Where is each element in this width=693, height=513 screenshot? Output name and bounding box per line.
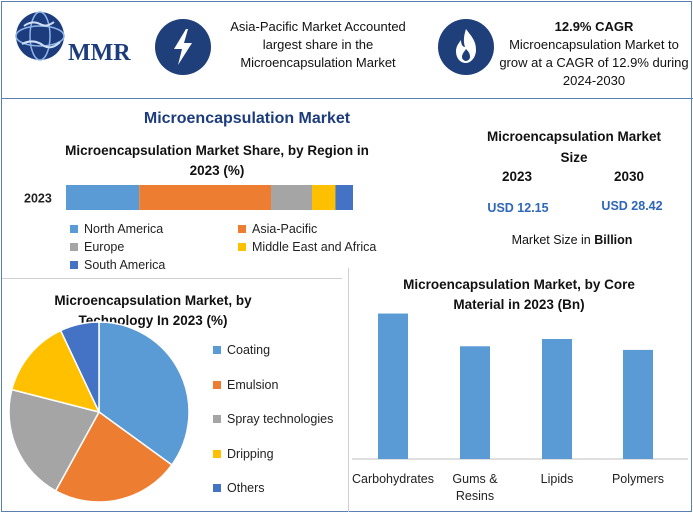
region-bar-middle-east-and-africa — [312, 185, 336, 210]
section-divider-vertical — [348, 268, 349, 512]
legend-swatch — [213, 484, 221, 492]
market-size-year-2030: 2030 — [613, 169, 645, 184]
core-material-bar-chart: Carbohydrates Gums & Resins Lipids Polymers — [352, 313, 688, 503]
core-tick-label: Carbohydrates — [352, 472, 434, 486]
market-size-note: Market Size in Billion — [472, 233, 672, 247]
lightning-icon — [155, 19, 211, 75]
market-size-note-unit: Billion — [594, 233, 633, 247]
header-divider — [2, 98, 693, 99]
core-tick-label: Gums & — [452, 472, 498, 486]
pie-slice-others — [59, 321, 100, 413]
region-legend-europe: Europe — [70, 240, 124, 254]
legend-swatch — [238, 243, 246, 251]
market-size-year-2023: 2023 — [501, 169, 533, 184]
legend-swatch — [70, 225, 78, 233]
region-category-label: 2023 — [24, 192, 52, 206]
technology-legend-spray-technologies: Spray technologies — [213, 412, 333, 426]
region-bar-south-america — [335, 185, 353, 210]
core-material-chart-title: Microencapsulation Market, by Core Mater… — [403, 277, 635, 312]
section-divider-left — [2, 278, 342, 279]
core-tick-label: Resins — [456, 489, 494, 503]
technology-legend-coating: Coating — [213, 343, 270, 357]
core-tick-label: Polymers — [612, 472, 664, 486]
legend-label: Emulsion — [227, 377, 279, 392]
region-bar-north-america — [66, 185, 140, 210]
pie-slice-emulsion — [54, 410, 173, 503]
legend-swatch — [213, 449, 221, 458]
pie-slice-spray-technologies — [8, 388, 101, 492]
globe-icon — [15, 11, 65, 61]
technology-legend-dripping: Dripping — [213, 447, 274, 461]
legend-label: Dripping — [227, 446, 274, 461]
pie-slice-dripping — [10, 329, 101, 414]
legend-swatch — [70, 243, 78, 251]
cagr-text: Microencapsulation Market to grow at a C… — [499, 37, 689, 88]
core-bar-carbohydrates — [378, 313, 408, 459]
legend-label: Asia-Pacific — [252, 222, 318, 236]
market-size-note-text: Market Size in — [511, 233, 595, 247]
legend-label: Spray technologies — [227, 412, 334, 426]
legend-label: Coating — [227, 343, 271, 357]
legend-label: Europe — [84, 240, 125, 254]
legend-label: Others — [227, 481, 265, 495]
market-size-value-2030: USD 28.42 — [601, 199, 663, 213]
market-size-value-2023: USD 12.15 — [487, 201, 549, 215]
region-legend-north-america: North America — [70, 222, 163, 236]
region-legend-middle-east-and-africa: Middle East and Africa — [238, 240, 376, 254]
technology-pie-chart — [8, 321, 190, 503]
main-title: Microencapsulation Market — [143, 110, 351, 127]
region-chart-title: Microencapsulation Market Share, by Regi… — [65, 143, 369, 178]
legend-label: Middle East and Africa — [252, 240, 377, 254]
region-bar-europe — [271, 185, 312, 210]
core-bar-polymers — [623, 349, 653, 459]
market-size-title: Microencapsulation Market Size — [486, 129, 662, 165]
legend-swatch — [213, 415, 221, 423]
region-legend-south-america: South America — [70, 258, 165, 272]
technology-legend-emulsion: Emulsion — [213, 378, 278, 392]
legend-swatch — [70, 261, 78, 269]
region-bar-asia-pacific — [139, 185, 271, 210]
legend-swatch — [213, 380, 221, 389]
mmr-logo: MMR — [10, 8, 140, 70]
legend-swatch — [238, 225, 246, 233]
logo-text: MMR — [68, 40, 131, 66]
legend-swatch — [213, 346, 221, 354]
header-left-text: Asia-Pacific Market Accounted largest sh… — [230, 19, 406, 70]
legend-label: South America — [84, 258, 166, 272]
technology-legend-others: Others — [213, 481, 265, 495]
region-legend-asia-pacific: Asia-Pacific — [238, 222, 317, 236]
legend-label: North America — [84, 222, 164, 236]
cagr-title: 12.9% CAGR — [554, 19, 634, 34]
core-tick-label: Lipids — [541, 472, 574, 486]
flame-icon — [438, 19, 494, 75]
core-bar-gums-and-resins — [460, 346, 490, 459]
core-bar-lipids — [542, 339, 572, 459]
pie-slice-coating — [98, 321, 190, 466]
region-stacked-bar-chart: 2023 — [24, 185, 353, 210]
